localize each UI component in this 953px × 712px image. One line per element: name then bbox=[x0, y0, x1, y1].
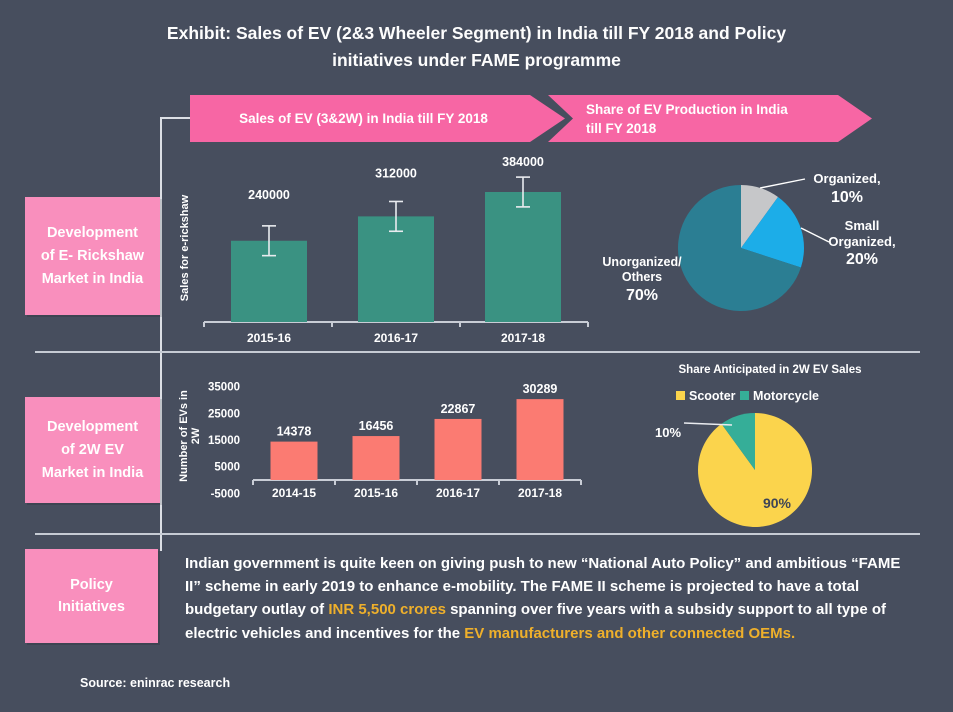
pie-slice-unorganized-others bbox=[678, 185, 801, 311]
2w-ev-sales-bar-chart: -5000 5000 15000 25000 35000 14378 16456 22867 3… bbox=[178, 382, 582, 500]
category-label: 2015-16 bbox=[247, 331, 291, 345]
category-label: 2016-17 bbox=[436, 486, 480, 500]
y-tick-label: 25000 bbox=[208, 408, 240, 420]
anticipated-2w-share-pie-chart: Share Anticipated in 2W EV Sales Scooter M… bbox=[655, 364, 862, 527]
section-label-policy-initiatives: Policy Initiatives bbox=[25, 549, 158, 643]
section-label-2w-ev-market: Development of 2W EV Market in India bbox=[25, 397, 160, 503]
banner-share-of-ev-production: Share of EV Production in India till FY … bbox=[548, 95, 872, 142]
pie-slice-motorcycle bbox=[721, 413, 755, 470]
bar bbox=[516, 399, 564, 480]
legend-swatch bbox=[740, 391, 749, 400]
policy-text-segment: spanning over five years with a subsidy … bbox=[185, 601, 887, 642]
pie-slice-small-organized bbox=[741, 197, 805, 268]
y-axis-title-group: Sales for e-rickshaw bbox=[179, 194, 191, 301]
y-axis-title: Sales for e-rickshaw bbox=[179, 194, 191, 301]
policy-paragraph: Indian government is quite keen on givin… bbox=[185, 552, 903, 645]
ev-production-share-pie-chart: Organized,10%SmallOrganized,20%Unorganiz… bbox=[602, 171, 896, 311]
pie-title: Share Anticipated in 2W EV Sales bbox=[679, 364, 862, 376]
bar-value-label: 384000 bbox=[502, 155, 544, 169]
legend-swatch bbox=[676, 391, 685, 400]
connector-line-vertical bbox=[160, 117, 162, 551]
section-divider-2 bbox=[35, 533, 920, 535]
bar-value-label: 240000 bbox=[248, 188, 290, 202]
pie-slice-organized bbox=[741, 185, 779, 248]
bar-value-label: 312000 bbox=[375, 166, 417, 180]
bar bbox=[358, 216, 434, 322]
erickshaw-sales-bar-chart: 240000 312000 384000 2015-16 2016-17 2017-18 S… bbox=[179, 155, 589, 345]
pie-label-line: Others bbox=[622, 270, 662, 284]
pie-label-line: Unorganized/ bbox=[602, 255, 682, 269]
bar-value-label: 30289 bbox=[523, 382, 558, 396]
banner-share-of-ev-production-label: Share of EV Production in India till FY … bbox=[586, 101, 788, 136]
pie-label-line: Organized, bbox=[813, 171, 880, 186]
page-title: Exhibit: Sales of EV (2&3 Wheeler Segmen… bbox=[166, 23, 787, 70]
pie-label-line: Organized, bbox=[828, 234, 895, 249]
banner-sales-of-ev-label: Sales of EV (3&2W) in India till FY 2018 bbox=[239, 111, 488, 126]
policy-highlight-text: EV manufacturers and other connected OEM… bbox=[464, 624, 796, 642]
policy-text-segment: Indian government is quite keen on givin… bbox=[185, 555, 901, 619]
bar-value-label: 22867 bbox=[441, 402, 476, 416]
pie-label-line: Small bbox=[845, 218, 880, 233]
leader-line-motorcycle bbox=[683, 422, 733, 426]
pie-slice-scooter bbox=[698, 413, 813, 527]
category-label: 2014-15 bbox=[272, 486, 316, 500]
bar bbox=[270, 441, 318, 480]
y-axis-title: 2W bbox=[190, 427, 202, 444]
y-axis-title-group: Number of EVs in 2W bbox=[178, 390, 202, 482]
y-tick-label: 15000 bbox=[208, 435, 240, 447]
y-tick-label: 5000 bbox=[214, 462, 240, 474]
bar-value-label: 16456 bbox=[359, 419, 394, 433]
bar bbox=[434, 418, 482, 480]
y-axis-title: Number of EVs in bbox=[178, 390, 190, 482]
pie-label-line: 20% bbox=[846, 251, 878, 268]
bar bbox=[485, 192, 561, 322]
bar bbox=[352, 436, 400, 480]
leader-line-organized bbox=[759, 178, 806, 189]
legend-label: Scooter bbox=[689, 389, 736, 403]
category-label: 2017-18 bbox=[501, 331, 545, 345]
section-label-erickshaw-market: Development of E- Rickshaw Market in Ind… bbox=[25, 197, 160, 315]
section-divider-1 bbox=[35, 351, 920, 353]
connector-line-horizontal bbox=[160, 117, 191, 119]
source-note: Source: eninrac research bbox=[80, 676, 231, 690]
banner-sales-of-ev: Sales of EV (3&2W) in India till FY 2018 bbox=[190, 95, 565, 142]
category-label: 2017-18 bbox=[518, 486, 562, 500]
bar-value-label: 14378 bbox=[277, 425, 312, 439]
pie-callout-motorcycle: 10% bbox=[655, 425, 681, 440]
legend-label: Motorcycle bbox=[753, 389, 819, 403]
leader-line-small-organized bbox=[800, 227, 830, 243]
y-tick-label: 35000 bbox=[208, 382, 240, 394]
pie-label-line: 70% bbox=[626, 287, 658, 304]
pie-label-line: 10% bbox=[831, 189, 863, 206]
pie-callout-scooter: 90% bbox=[763, 495, 792, 511]
category-label: 2015-16 bbox=[354, 486, 398, 500]
policy-highlight-text: INR 5,500 crores bbox=[328, 601, 446, 619]
category-label: 2016-17 bbox=[374, 331, 418, 345]
y-tick-label: -5000 bbox=[211, 488, 240, 500]
